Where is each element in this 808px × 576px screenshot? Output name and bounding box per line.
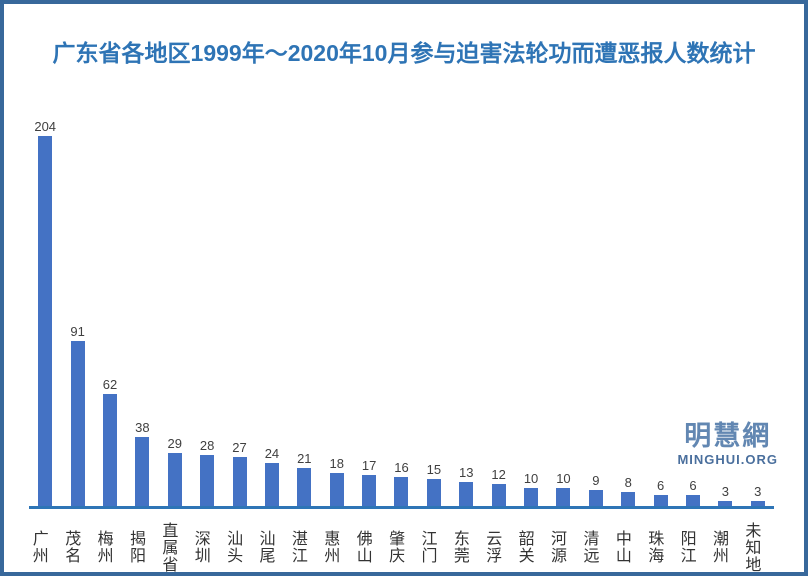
bar (491, 484, 506, 506)
category-label: 东莞 (450, 530, 468, 564)
minghui-watermark: 明慧網 MINGHUI.ORG (677, 421, 778, 467)
bar (686, 495, 700, 506)
bar (556, 487, 571, 506)
bar-slot: 6 (677, 479, 709, 506)
value-label: 21 (297, 450, 312, 466)
bar (621, 491, 636, 506)
value-label: 8 (624, 474, 632, 490)
bar (588, 489, 603, 506)
bar (135, 437, 150, 506)
bar-slot: 9 (580, 474, 612, 506)
bar (459, 482, 474, 506)
bar (232, 457, 247, 506)
bar-slot: 204 (29, 120, 61, 506)
category-label: 中山 (612, 530, 630, 564)
category-label: 茂名 (62, 530, 80, 564)
category-label: 惠州 (321, 530, 339, 564)
category-label: 湛江 (288, 530, 306, 564)
value-label: 10 (556, 470, 571, 486)
value-label: 15 (426, 461, 442, 477)
category-label: 直属省 (159, 521, 177, 573)
bar-slot: 24 (256, 445, 288, 506)
category-label: 肇庆 (386, 530, 404, 564)
category-label: 汕头 (224, 530, 242, 564)
value-label: 24 (264, 445, 280, 461)
bar-slot: 15 (418, 463, 450, 506)
value-label: 16 (394, 460, 409, 475)
bar-slot: 8 (612, 474, 644, 506)
bar (38, 136, 53, 506)
category-label: 云浮 (483, 530, 501, 564)
bar-slot: 13 (450, 466, 482, 506)
bar (394, 477, 409, 506)
minghui-logo-cn: 明慧網 (684, 421, 772, 451)
category-label: 江门 (418, 530, 436, 564)
bar-slot: 10 (547, 472, 579, 506)
value-label: 62 (102, 376, 118, 392)
bar (167, 453, 182, 506)
value-label: 204 (34, 119, 57, 134)
value-label: 3 (754, 483, 762, 499)
value-label: 18 (329, 456, 344, 472)
category-label: 清远 (580, 530, 598, 564)
value-label: 91 (70, 324, 85, 339)
category-label: 揭阳 (126, 530, 144, 564)
bar (426, 478, 441, 506)
category-label: 深圳 (191, 530, 209, 564)
bar-slot: 12 (482, 468, 514, 506)
category-label: 阳江 (677, 530, 695, 564)
bar (102, 393, 117, 506)
value-label: 6 (689, 478, 697, 494)
bar-slot: 3 (709, 485, 741, 506)
value-label: 27 (232, 440, 247, 455)
bar-slot: 17 (353, 459, 385, 506)
minghui-logo-en: MINGHUI.ORG (677, 452, 778, 467)
value-label: 29 (167, 436, 182, 452)
value-label: 38 (135, 420, 150, 436)
bar (362, 475, 377, 506)
category-label: 佛山 (353, 530, 371, 564)
bar-slot: 29 (159, 437, 191, 506)
bar (70, 341, 85, 506)
value-label: 9 (592, 472, 600, 488)
value-label: 12 (491, 467, 506, 483)
value-label: 3 (721, 483, 730, 499)
bar-slot: 6 (644, 479, 676, 506)
category-label: 未知地 (742, 521, 760, 573)
value-label: 17 (361, 458, 377, 474)
category-label: 韶关 (515, 530, 533, 564)
bar-slot: 3 (742, 485, 774, 506)
bar (653, 495, 668, 506)
bar (329, 473, 344, 506)
bar (718, 500, 733, 506)
value-label: 28 (199, 438, 215, 454)
category-label: 广州 (29, 530, 47, 564)
bar-slot: 10 (515, 472, 547, 506)
category-label: 汕尾 (256, 530, 274, 564)
bar-slot: 62 (94, 376, 126, 506)
bar-slot: 38 (126, 421, 158, 506)
value-label: 6 (657, 478, 665, 494)
value-label: 10 (523, 470, 539, 486)
bar (524, 487, 539, 506)
category-axis-row: 广州 茂名 梅州 揭阳 直属省 深圳 汕头 汕尾 湛江 惠州 佛山 肇庆 江门 东莞 云浮 韶关 河源 清远 中山珠… (29, 516, 774, 573)
bar (264, 462, 279, 506)
category-label: 梅州 (94, 530, 112, 564)
bar-slot: 27 (223, 441, 255, 506)
category-label: 河源 (548, 530, 566, 564)
bar (297, 467, 312, 506)
plot-area: 204 91 62 38 29 28 27 24 21 18 17 16 15 13 12 10 10 9 8 6 6 3… (29, 114, 774, 509)
bar (750, 500, 765, 506)
category-label: 珠海 (645, 530, 663, 564)
bar-slot: 21 (288, 452, 320, 506)
bar-slot: 18 (321, 457, 353, 506)
value-label: 13 (459, 465, 474, 481)
category-label: 潮州 (710, 530, 727, 564)
chart-title: 广东省各地区1999年～2020年10月参与迫害法轮功而遭恶报人数统计 (52, 40, 756, 66)
bar-slot: 91 (61, 325, 93, 506)
bar-slot: 28 (191, 439, 223, 506)
bar-slot: 16 (385, 461, 417, 506)
bar (200, 455, 215, 506)
